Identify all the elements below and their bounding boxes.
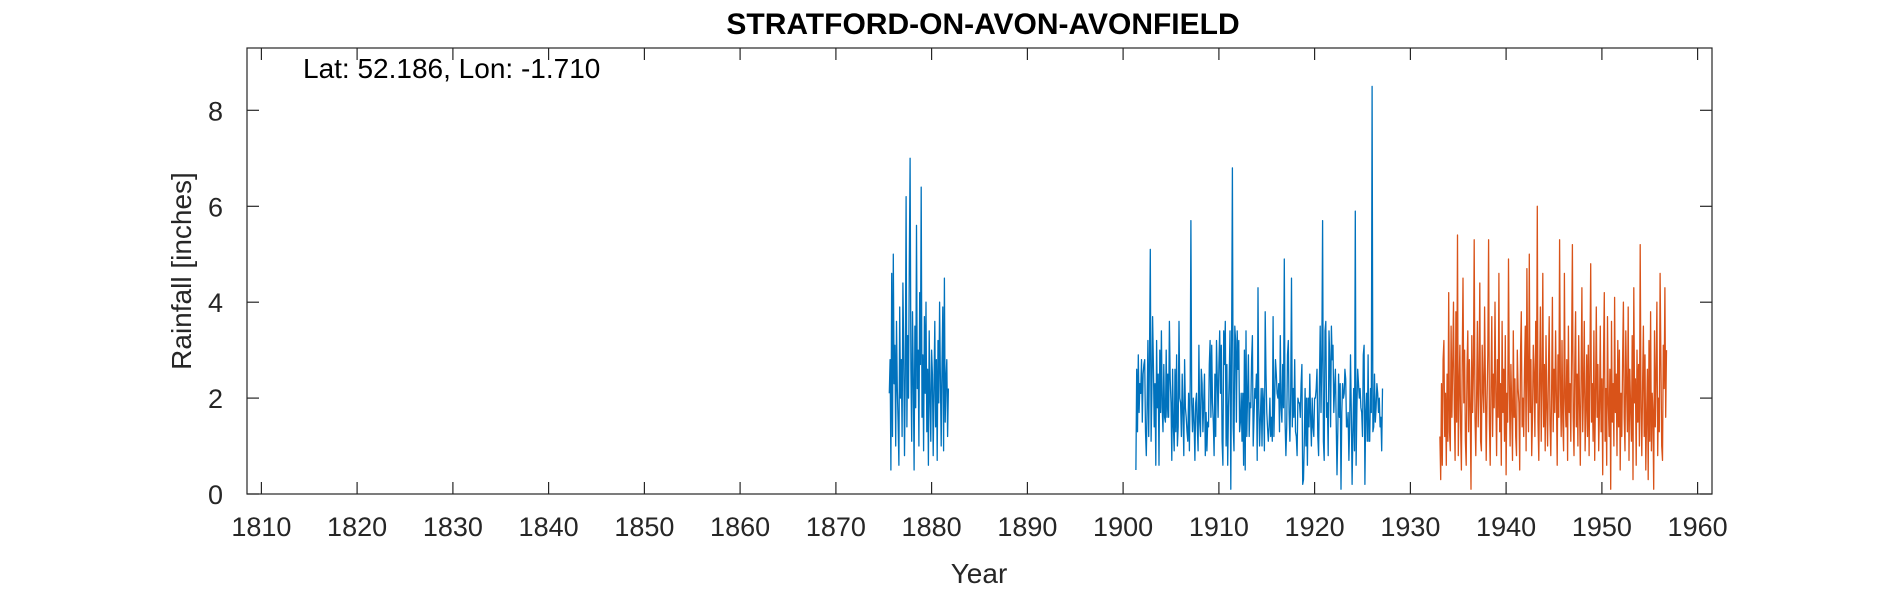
- plot-area-box: [246, 47, 1713, 495]
- x-axis-ticks: 1810 1820 1830 1840 1850 1860 1870 1880 1890 1900…: [231, 48, 1728, 542]
- x-tick-label: 1940: [1476, 512, 1536, 542]
- y-tick-label: 8: [208, 96, 223, 126]
- series-group: [888, 85, 1668, 490]
- station-coordinates-annotation: Lat: 52.186, Lon: -1.710: [303, 53, 600, 84]
- y-axis-label: Rainfall [inches]: [166, 172, 197, 370]
- x-tick-label: 1930: [1380, 512, 1440, 542]
- x-tick-label: 1820: [327, 512, 387, 542]
- series-1-line-segment-2: [1135, 85, 1384, 490]
- y-tick-label: 2: [208, 384, 223, 414]
- x-tick-label: 1920: [1285, 512, 1345, 542]
- x-tick-label: 1830: [423, 512, 483, 542]
- series-1-line-segment-1: [888, 157, 950, 471]
- x-tick-label: 1880: [902, 512, 962, 542]
- x-tick-label: 1900: [1093, 512, 1153, 542]
- x-tick-label: 1910: [1189, 512, 1249, 542]
- y-tick-label: 4: [208, 288, 223, 318]
- x-axis-label: Year: [951, 558, 1008, 589]
- x-tick-label: 1860: [710, 512, 770, 542]
- x-tick-label: 1950: [1572, 512, 1632, 542]
- series-2-line-segment-1: [1439, 205, 1668, 490]
- x-tick-label: 1840: [519, 512, 579, 542]
- x-tick-label: 1810: [231, 512, 291, 542]
- x-tick-label: 1890: [997, 512, 1057, 542]
- chart-title: STRATFORD-ON-AVON-AVONFIELD: [726, 8, 1239, 41]
- x-tick-label: 1870: [806, 512, 866, 542]
- y-axis-ticks: 0 2 4 6 8: [208, 96, 1712, 510]
- x-tick-label: 1850: [614, 512, 674, 542]
- y-tick-label: 0: [208, 480, 223, 510]
- x-tick-label: 1960: [1668, 512, 1728, 542]
- y-tick-label: 6: [208, 192, 223, 222]
